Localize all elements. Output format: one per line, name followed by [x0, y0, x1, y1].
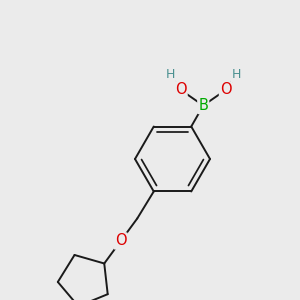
- Text: H: H: [232, 68, 241, 81]
- Text: O: O: [220, 82, 232, 98]
- Text: O: O: [115, 233, 127, 248]
- Text: B: B: [198, 98, 208, 113]
- Text: O: O: [175, 82, 187, 98]
- Text: H: H: [166, 68, 175, 81]
